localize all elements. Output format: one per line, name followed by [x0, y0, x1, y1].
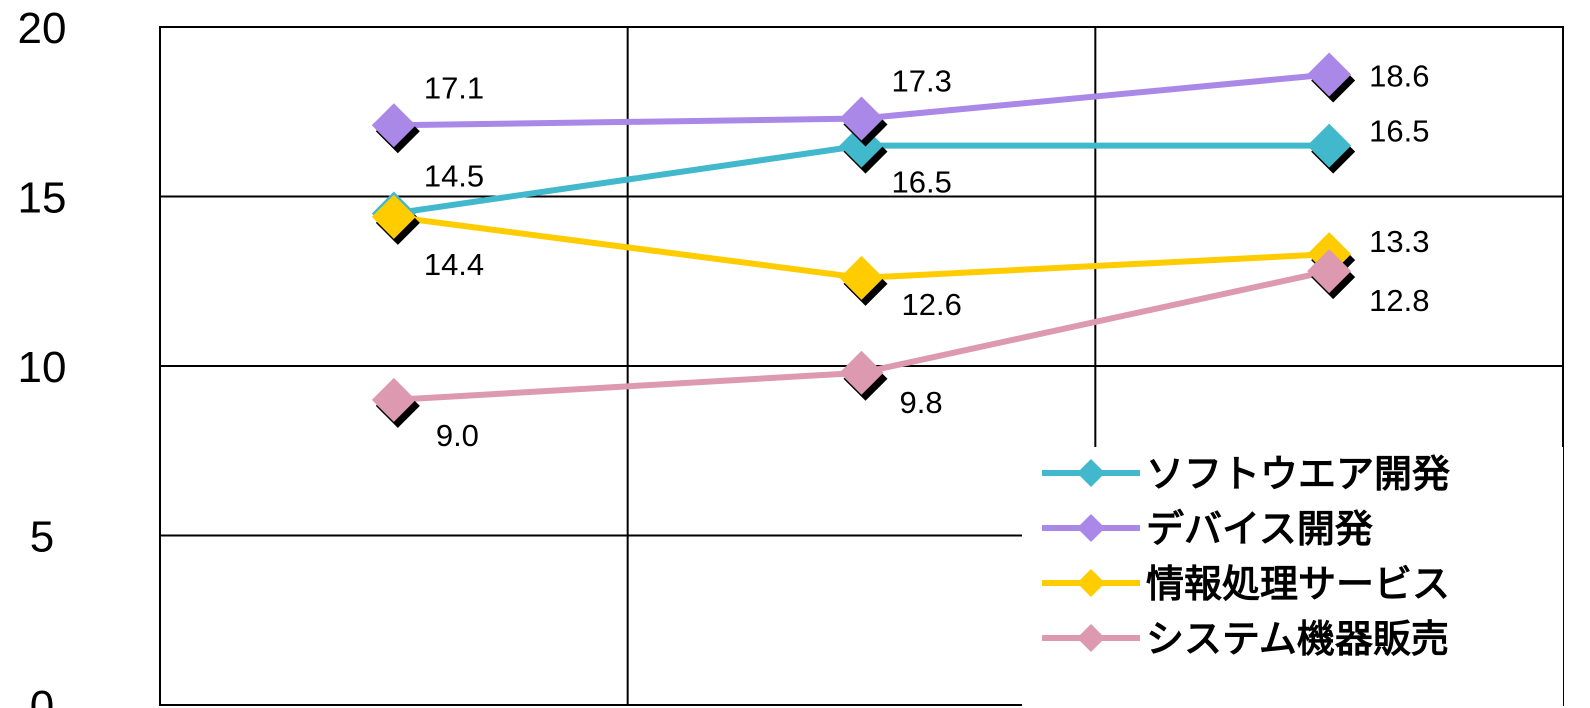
legend-label: ソフトウエア開発 — [1146, 452, 1451, 496]
data-label: 9.0 — [436, 418, 479, 453]
data-label: 12.6 — [902, 287, 962, 322]
y-tick-label: 5 — [30, 513, 54, 562]
data-point-marker — [371, 103, 416, 148]
y-tick-label: 20 — [18, 4, 67, 53]
data-point-marker — [1307, 123, 1352, 168]
data-label: 17.1 — [424, 70, 484, 105]
legend-marker — [1077, 569, 1105, 597]
data-label: 12.8 — [1369, 283, 1429, 318]
data-label: 18.6 — [1369, 58, 1429, 93]
legend-label: システム機器販売 — [1146, 617, 1449, 661]
data-point-marker — [839, 96, 884, 141]
data-labels: 14.5 16.5 16.5 17.1 17.3 18.6 14.4 12.6 13.3 9.0 9… — [424, 58, 1430, 452]
data-point-marker — [1307, 52, 1352, 97]
data-point-marker — [839, 350, 884, 395]
legend-marker — [1077, 514, 1105, 542]
legend-marker — [1077, 459, 1105, 487]
legend-label: デバイス開発 — [1146, 507, 1374, 551]
legend-panel — [1022, 447, 1563, 708]
data-label: 16.5 — [892, 165, 952, 200]
data-label: 17.3 — [892, 64, 952, 99]
data-point-marker — [371, 377, 416, 422]
y-axis-ticks: 0 5 10 15 20 — [18, 4, 67, 708]
data-label: 9.8 — [900, 385, 943, 420]
y-tick-label: 10 — [18, 343, 67, 392]
data-point-marker — [371, 194, 416, 239]
data-point-marker — [839, 255, 884, 300]
data-label: 13.3 — [1369, 224, 1429, 259]
data-label: 14.5 — [424, 158, 484, 193]
legend-marker — [1077, 624, 1105, 652]
legend-label: 情報処理サービス — [1146, 562, 1450, 606]
series-lines — [371, 52, 1356, 428]
y-tick-label: 0 — [30, 682, 54, 708]
data-point-marker — [839, 123, 884, 168]
data-label: 14.4 — [424, 247, 484, 282]
y-tick-label: 15 — [18, 174, 67, 223]
data-label: 16.5 — [1369, 114, 1429, 149]
data-point-marker — [1307, 249, 1352, 294]
